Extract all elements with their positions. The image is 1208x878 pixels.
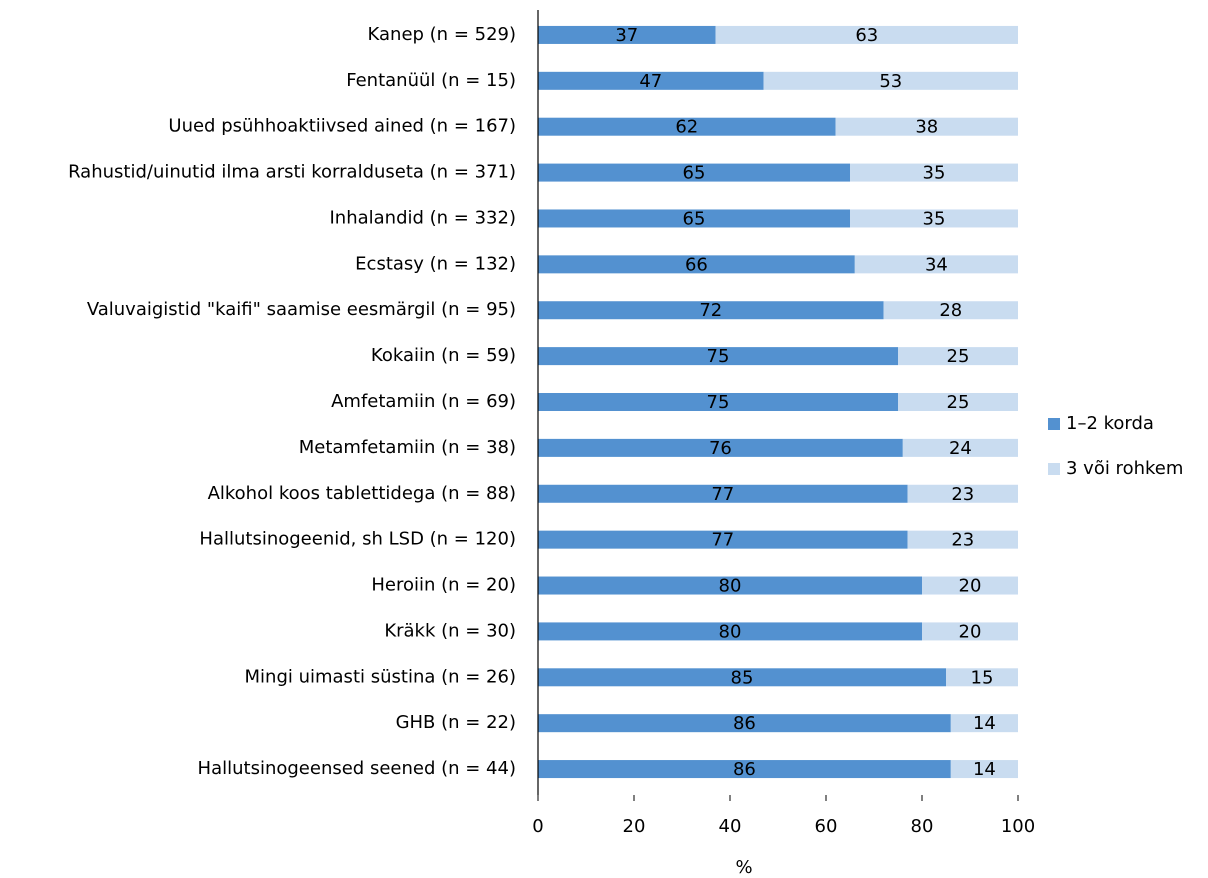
bar bbox=[538, 530, 908, 549]
y-tick-label: Valuvaigistid "kaifi" saamise eesmärgil … bbox=[87, 299, 516, 320]
data-label: 35 bbox=[923, 163, 946, 184]
bar bbox=[538, 301, 884, 320]
y-tick-label: Rahustid/uinutid ilma arsti korralduseta… bbox=[68, 162, 516, 183]
y-tick-label: Heroiin (n = 20) bbox=[371, 575, 516, 596]
y-tick-label: Mingi uimasti süstina (n = 26) bbox=[245, 666, 517, 687]
data-label: 20 bbox=[959, 621, 982, 642]
y-tick-label: Metamfetamiin (n = 38) bbox=[299, 437, 516, 458]
bar bbox=[950, 760, 1018, 779]
bar bbox=[538, 255, 855, 274]
bar bbox=[898, 347, 1018, 366]
legend-swatch bbox=[1048, 463, 1060, 475]
data-label: 25 bbox=[947, 392, 970, 413]
data-label: 86 bbox=[733, 713, 756, 734]
y-tick-label: Ecstasy (n = 132) bbox=[355, 253, 516, 274]
bar bbox=[854, 255, 1018, 274]
data-label: 35 bbox=[923, 208, 946, 229]
bar bbox=[850, 209, 1018, 228]
data-label: 80 bbox=[719, 621, 742, 642]
bar bbox=[538, 117, 836, 136]
data-label: 62 bbox=[675, 117, 698, 138]
bar bbox=[950, 714, 1018, 733]
data-label: 15 bbox=[971, 667, 994, 688]
data-label: 14 bbox=[973, 759, 996, 780]
bar bbox=[922, 576, 1018, 595]
y-tick-label: Kokaiin (n = 59) bbox=[371, 345, 516, 366]
data-label: 76 bbox=[709, 438, 732, 459]
y-tick-label: Uued psühhoaktiivsed ained (n = 167) bbox=[168, 116, 516, 137]
bar bbox=[902, 438, 1018, 457]
y-tick-label: Alkohol koos tablettidega (n = 88) bbox=[208, 483, 516, 504]
y-tick-label: Hallutsinogeenid, sh LSD (n = 120) bbox=[199, 529, 516, 550]
data-label: 28 bbox=[939, 300, 962, 321]
data-label: 85 bbox=[731, 667, 754, 688]
data-label: 65 bbox=[683, 163, 706, 184]
bar bbox=[946, 668, 1018, 687]
bar bbox=[907, 530, 1018, 549]
bar bbox=[538, 71, 764, 90]
data-label: 63 bbox=[855, 25, 878, 46]
data-label: 53 bbox=[879, 71, 902, 92]
legend-label: 1–2 korda bbox=[1066, 413, 1154, 434]
legend-swatch bbox=[1048, 418, 1060, 430]
x-tick-label: 80 bbox=[911, 816, 934, 837]
bar bbox=[538, 209, 850, 228]
data-label: 23 bbox=[951, 530, 974, 551]
legend-label: 3 või rohkem bbox=[1066, 458, 1183, 479]
x-tick-label: 40 bbox=[719, 816, 742, 837]
bar bbox=[883, 301, 1018, 320]
y-tick-label: Kanep (n = 529) bbox=[368, 24, 516, 45]
bar bbox=[763, 71, 1018, 90]
data-label: 66 bbox=[685, 254, 708, 275]
data-label: 77 bbox=[711, 484, 734, 505]
data-label: 20 bbox=[959, 576, 982, 597]
data-label: 77 bbox=[711, 530, 734, 551]
x-tick-label: 0 bbox=[532, 816, 543, 837]
data-label: 75 bbox=[707, 392, 730, 413]
bar bbox=[538, 438, 903, 457]
bar bbox=[898, 393, 1018, 411]
data-label: 24 bbox=[949, 438, 972, 459]
data-label: 47 bbox=[639, 71, 662, 92]
x-tick-label: 20 bbox=[623, 816, 646, 837]
x-axis-title: % bbox=[735, 857, 752, 878]
data-label: 23 bbox=[951, 484, 974, 505]
y-tick-label: GHB (n = 22) bbox=[396, 712, 516, 733]
bar bbox=[538, 576, 922, 595]
bar bbox=[835, 117, 1018, 136]
data-label: 34 bbox=[925, 254, 948, 275]
y-tick-label: Amfetamiin (n = 69) bbox=[331, 391, 516, 412]
bar bbox=[538, 622, 922, 641]
bar bbox=[907, 484, 1018, 503]
data-label: 14 bbox=[973, 713, 996, 734]
x-tick-label: 100 bbox=[1001, 816, 1035, 837]
y-tick-label: Kräkk (n = 30) bbox=[384, 620, 516, 641]
data-label: 80 bbox=[719, 576, 742, 597]
bar bbox=[538, 714, 951, 733]
data-label: 37 bbox=[615, 25, 638, 46]
data-label: 75 bbox=[707, 346, 730, 367]
data-label: 25 bbox=[947, 346, 970, 367]
bar bbox=[538, 760, 951, 779]
data-label: 38 bbox=[915, 117, 938, 138]
bar bbox=[715, 25, 1018, 44]
data-label: 86 bbox=[733, 759, 756, 780]
bar bbox=[538, 484, 908, 503]
data-label: 72 bbox=[699, 300, 722, 321]
bar bbox=[850, 163, 1018, 182]
data-label: 65 bbox=[683, 208, 706, 229]
x-tick-label: 60 bbox=[815, 816, 838, 837]
bar bbox=[538, 668, 946, 687]
y-tick-label: Fentanüül (n = 15) bbox=[346, 70, 516, 91]
bar bbox=[538, 347, 898, 366]
bar bbox=[922, 622, 1018, 641]
bar bbox=[538, 393, 898, 411]
bar bbox=[538, 163, 850, 182]
y-tick-label: Inhalandid (n = 332) bbox=[329, 207, 516, 228]
y-tick-label: Hallutsinogeensed seened (n = 44) bbox=[198, 758, 516, 779]
bar bbox=[538, 25, 716, 44]
